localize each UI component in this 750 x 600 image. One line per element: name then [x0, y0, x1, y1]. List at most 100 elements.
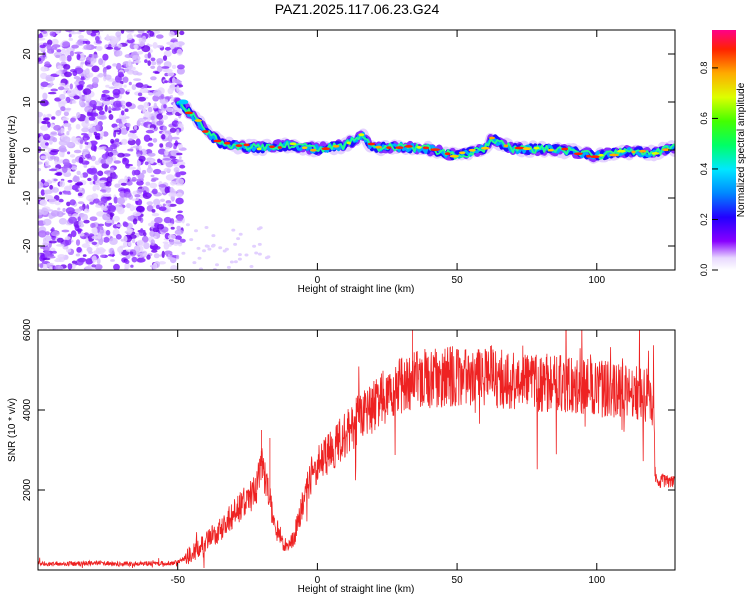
spectrogram-noise-dot — [89, 100, 97, 108]
spectrogram-noise-dot — [47, 39, 53, 46]
spectrogram-noise-dot — [110, 138, 115, 144]
spectrogram-noise-dot — [127, 166, 136, 170]
spectrogram-hot-spot — [194, 119, 202, 122]
spectrogram-noise-dot — [136, 34, 143, 38]
spectrogram-noise-dot — [169, 127, 177, 133]
snr-x-tick-label: 100 — [588, 575, 605, 586]
spectrogram-noise-dot — [47, 121, 51, 128]
spectrogram-faint-dot — [225, 302, 229, 305]
spectrogram-noise-dot — [114, 183, 121, 188]
spectrogram-noise-dot — [86, 246, 93, 253]
spectrogram-noise-dot — [153, 198, 161, 206]
spectrogram-noise-dot — [113, 130, 117, 138]
spectrogram-noise-dot — [174, 229, 184, 235]
spectrogram-noise-dot — [66, 201, 71, 207]
spectrogram-noise-dot — [44, 250, 51, 258]
spectrogram-noise-dot — [62, 117, 69, 121]
spectrogram-noise-dot — [67, 263, 73, 270]
spectrogram-noise-dot — [48, 198, 57, 205]
spectrogram-noise-dot — [38, 230, 47, 238]
spectrogram-noise-dot — [70, 230, 77, 238]
spectrogram-noise-dot — [141, 235, 149, 243]
spectrogram-noise-dot — [160, 110, 165, 113]
spectrogram-noise-dot — [49, 31, 56, 37]
spectrogram-noise-dot — [39, 255, 46, 262]
spectrogram-noise-dot — [158, 261, 166, 265]
spectrogram-hot-spot — [422, 146, 430, 150]
spectrogram-noise-dot — [151, 249, 158, 253]
spectrogram-noise-dot — [74, 51, 83, 55]
spectrogram-noise-dot — [149, 127, 155, 130]
spectrogram-x-label: Height of straight line (km) — [298, 284, 415, 295]
spectrogram-faint-dot — [211, 234, 216, 238]
spectrogram-noise-dot — [81, 243, 90, 248]
spectrogram-noise-dot — [79, 142, 83, 150]
spectrogram-noise-dot — [78, 233, 85, 237]
spectrogram-noise-dot — [109, 247, 115, 255]
spectrogram-noise-dot — [38, 181, 44, 189]
figure-title: PAZ1.2025.117.06.23.G24 — [275, 1, 440, 17]
spectrogram-noise-dot — [115, 31, 122, 38]
spectrogram-noise-dot — [71, 136, 77, 143]
spectrogram-noise-dot — [109, 167, 115, 173]
spectrogram-noise-dot — [113, 100, 122, 108]
spectrogram-noise-dot — [97, 233, 102, 240]
spectrogram-noise-dot — [156, 204, 160, 210]
spectrogram-noise-dot — [133, 125, 138, 130]
spectrogram-noise-dot — [38, 168, 41, 172]
spectrogram-noise-dot — [38, 111, 43, 118]
spectrogram-noise-dot — [173, 145, 177, 150]
spectrogram-hot-spot — [301, 146, 308, 150]
spectrogram-hot-spot — [662, 148, 670, 152]
spectrogram-noise-dot — [124, 259, 130, 264]
spectrogram-x-axis: -50 0 50 100 — [170, 30, 606, 286]
spectrogram-noise-dot — [76, 53, 81, 60]
spectrogram-noise-dot — [126, 89, 131, 92]
spectrogram-noise-dot — [75, 239, 81, 246]
spectrogram-noise-dot — [77, 39, 84, 46]
spectrogram-noise-dot — [144, 161, 149, 166]
spectrogram-hot-spot — [561, 147, 569, 151]
snr-y-label: SNR (10 * v/v) — [7, 398, 18, 462]
spectrogram-noise-dot — [90, 155, 97, 162]
spectrogram-noise-dot — [38, 194, 42, 200]
spectrogram-noise-dot — [131, 84, 137, 91]
spectrogram-noise-dot — [39, 263, 44, 269]
spectrogram-noise-dot — [40, 81, 49, 88]
spectrogram-noise-dot — [138, 155, 146, 162]
spectrogram-noise-dot — [71, 166, 78, 171]
spectrogram-noise-dot — [128, 138, 133, 141]
spectrogram-noise-dot — [122, 221, 129, 228]
spectrogram-hot-spot — [522, 147, 532, 151]
spectrogram-noise-dot — [130, 179, 136, 182]
spectrogram-noise-dot — [43, 117, 50, 121]
spectrogram-noise-dot — [127, 148, 134, 152]
spectrogram-noise-dot — [117, 43, 123, 48]
spectrogram-noise-dot — [153, 30, 161, 34]
spectrogram-noise-dot — [126, 122, 131, 128]
spectrogram-noise-dot — [132, 238, 136, 244]
spectrogram-noise-dot — [144, 111, 151, 118]
spectrogram-noise-dot — [162, 55, 168, 61]
spectrogram-noise-dot — [124, 267, 128, 270]
spectrogram-noise-dot — [40, 155, 47, 160]
spectrogram-noise-dot — [150, 115, 155, 121]
spectrogram-hot-spot — [449, 154, 459, 158]
spectrogram-noise-speckle — [38, 30, 271, 305]
spectrogram-noise-dot — [104, 104, 108, 112]
spectrogram-noise-dot — [99, 189, 108, 192]
spectrogram-noise-dot — [55, 30, 60, 35]
snr-y-tick-label: 2000 — [22, 478, 33, 501]
spectrogram-x-tick-label: 50 — [452, 275, 464, 286]
spectrogram-noise-dot — [82, 254, 87, 257]
spectrogram-signal-ridge — [172, 97, 675, 164]
spectrogram-noise-dot — [162, 241, 169, 244]
spectrogram-noise-dot — [176, 48, 183, 56]
spectrogram-noise-dot — [38, 161, 43, 165]
spectrogram-hot-spot — [480, 146, 490, 150]
spectrogram-y-tick-label: -10 — [22, 190, 33, 205]
spectrogram-noise-dot — [107, 253, 116, 257]
spectrogram-noise-dot — [45, 160, 50, 167]
spectrogram-noise-dot — [162, 203, 166, 207]
spectrogram-noise-dot — [74, 224, 80, 232]
